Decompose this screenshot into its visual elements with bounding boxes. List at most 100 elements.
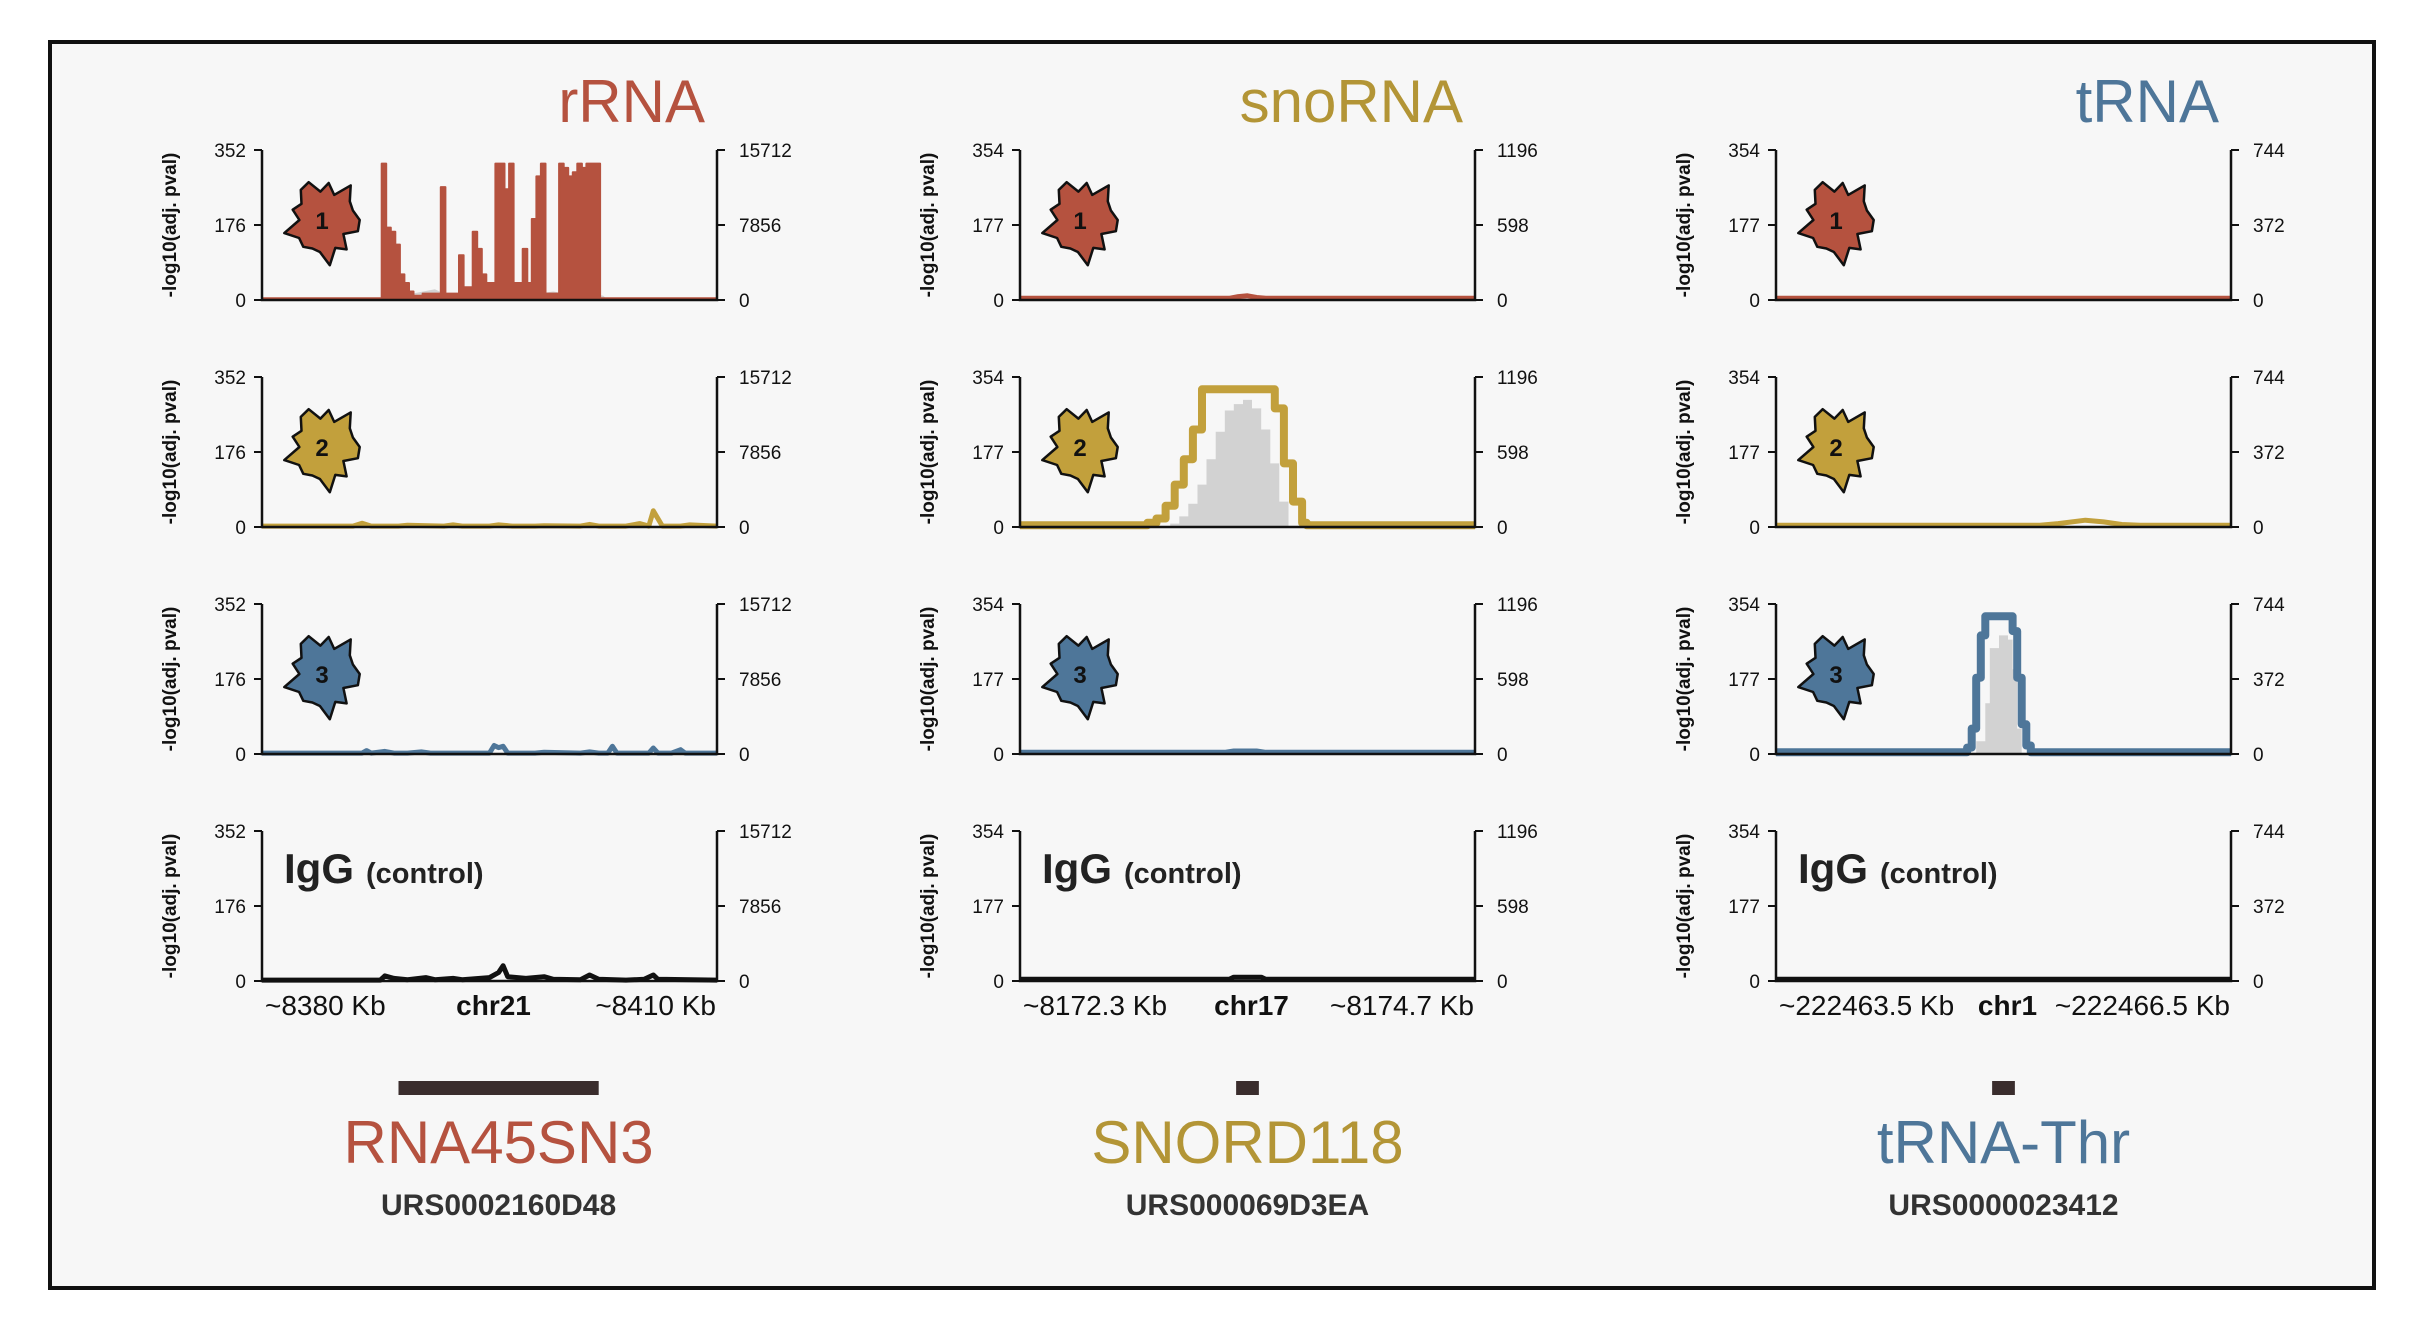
- x-tick-label: ~8174.7 Kb: [1330, 990, 1474, 1021]
- chart-title: snoRNA: [1240, 68, 1463, 135]
- track-3-1: -log10(adj. pval) 0 177 354 0 372 744 1: [1674, 141, 2285, 312]
- control-label: IgG (control): [1798, 845, 1998, 892]
- gene-id: URS000069D3EA: [1126, 1189, 1369, 1222]
- y2-tick-label: 0: [739, 291, 750, 312]
- y-tick-label: 0: [993, 972, 1004, 993]
- ribosome-icon: 3: [1041, 634, 1119, 721]
- cluster-label: 2: [1829, 435, 1842, 462]
- y-axis-label: -log10(adj. pval): [160, 153, 181, 298]
- y-axis-label: -log10(adj. pval): [918, 153, 939, 298]
- signal-line: [1776, 517, 2231, 528]
- y-tick-label: 0: [1749, 745, 1760, 766]
- chromosome-label: chr17: [1214, 990, 1289, 1021]
- track-2-1: -log10(adj. pval) 0 177 354 0 598 1196 1: [918, 141, 1538, 312]
- ribosome-icon: 3: [1797, 634, 1875, 721]
- signal-line: [1020, 385, 1475, 530]
- y-tick-label: 177: [972, 443, 1004, 464]
- track-2-IgG: -log10(adj. pval) 0 177 354 0 598 1196 IgG (cont…: [918, 822, 1538, 993]
- y2-tick-label: 744: [2253, 822, 2285, 843]
- ribosome-icon: 3: [283, 634, 361, 721]
- y-axis-label: -log10(adj. pval): [918, 380, 939, 525]
- y2-tick-label: 1196: [1497, 595, 1538, 616]
- y2-tick-label: 7856: [739, 897, 781, 918]
- y-axis-label: -log10(adj. pval): [160, 834, 181, 979]
- y2-tick-label: 744: [2253, 368, 2285, 389]
- y2-tick-label: 598: [1497, 670, 1529, 691]
- y2-tick-label: 7856: [739, 443, 781, 464]
- y-tick-label: 177: [972, 216, 1004, 237]
- track-2-3: -log10(adj. pval) 0 177 354 0 598 1196 3: [918, 595, 1538, 766]
- y-tick-label: 0: [993, 518, 1004, 539]
- signal-line: [1020, 974, 1475, 982]
- ribosome-icon: 2: [283, 407, 361, 494]
- y-tick-label: 0: [235, 518, 246, 539]
- y-axis-label: -log10(adj. pval): [1674, 153, 1695, 298]
- y-tick-label: 177: [1728, 443, 1760, 464]
- y-tick-label: 352: [214, 822, 246, 843]
- y2-tick-label: 0: [739, 518, 750, 539]
- x-tick-label: ~222463.5 Kb: [1779, 990, 1954, 1021]
- y2-tick-label: 0: [2253, 518, 2264, 539]
- y-axis-label: -log10(adj. pval): [1674, 607, 1695, 752]
- figure-frame: [48, 40, 2376, 1290]
- y2-tick-label: 598: [1497, 216, 1529, 237]
- y-tick-label: 0: [993, 291, 1004, 312]
- y-tick-label: 354: [972, 822, 1004, 843]
- y-tick-label: 176: [214, 216, 246, 237]
- signal-fill: [1020, 399, 1475, 527]
- signal-fill: [1776, 635, 2231, 754]
- y-axis-label: -log10(adj. pval): [918, 834, 939, 979]
- y2-tick-label: 0: [2253, 745, 2264, 766]
- chart-title: rRNA: [558, 68, 705, 135]
- y2-tick-label: 0: [1497, 745, 1508, 766]
- gene-name: tRNA-Thr: [1877, 1109, 2130, 1176]
- y-tick-label: 352: [214, 368, 246, 389]
- y-tick-label: 0: [993, 745, 1004, 766]
- y-tick-label: 176: [214, 670, 246, 691]
- signal-line: [261, 162, 718, 301]
- y-tick-label: 176: [214, 897, 246, 918]
- y2-tick-label: 372: [2253, 670, 2285, 691]
- signal-line: [1020, 293, 1475, 301]
- y-axis-label: -log10(adj. pval): [918, 607, 939, 752]
- y-axis-label: -log10(adj. pval): [1674, 380, 1695, 525]
- y2-tick-label: 0: [2253, 972, 2264, 993]
- y-tick-label: 177: [972, 670, 1004, 691]
- y-tick-label: 354: [1728, 822, 1760, 843]
- y2-tick-label: 598: [1497, 443, 1529, 464]
- y2-tick-label: 0: [1497, 518, 1508, 539]
- signal-line: [1020, 748, 1475, 755]
- x-tick-label: ~8172.3 Kb: [1023, 990, 1167, 1021]
- y-tick-label: 354: [972, 595, 1004, 616]
- x-tick-label: ~222466.5 Kb: [2055, 990, 2230, 1021]
- chromosome-label: chr21: [456, 990, 531, 1021]
- track-1-3: -log10(adj. pval) 0 176 352 0 7856 15712 3: [160, 595, 792, 766]
- y-tick-label: 177: [1728, 897, 1760, 918]
- y-tick-label: 177: [972, 897, 1004, 918]
- track-1-1: -log10(adj. pval) 0 176 352 0 7856 15712 1: [160, 141, 792, 312]
- y-tick-label: 354: [972, 368, 1004, 389]
- gene-extent-bar: [1992, 1081, 2015, 1095]
- y-tick-label: 354: [1728, 595, 1760, 616]
- gene-extent-bar: [1236, 1081, 1259, 1095]
- y2-tick-label: 1196: [1497, 368, 1538, 389]
- y2-tick-label: 0: [1497, 291, 1508, 312]
- chart-column-3: tRNA-log10(adj. pval)017735403727441-log…: [1674, 68, 2285, 1222]
- y2-tick-label: 7856: [739, 216, 781, 237]
- y2-tick-label: 0: [1497, 972, 1508, 993]
- chart-title: tRNA: [2076, 68, 2219, 135]
- y2-tick-label: 1196: [1497, 141, 1538, 162]
- y-tick-label: 177: [1728, 216, 1760, 237]
- ribosome-icon: 2: [1041, 407, 1119, 494]
- y2-tick-label: 1196: [1497, 822, 1538, 843]
- cluster-label: 1: [1073, 208, 1086, 235]
- ribosome-icon: 1: [1797, 180, 1875, 267]
- y-tick-label: 354: [1728, 368, 1760, 389]
- y2-tick-label: 372: [2253, 216, 2285, 237]
- y-axis-label: -log10(adj. pval): [1674, 834, 1695, 979]
- y2-tick-label: 15712: [739, 368, 792, 389]
- gene-name: SNORD118: [1091, 1109, 1403, 1176]
- y2-tick-label: 372: [2253, 897, 2285, 918]
- track-3-IgG: -log10(adj. pval) 0 177 354 0 372 744 IgG (contr…: [1674, 822, 2285, 993]
